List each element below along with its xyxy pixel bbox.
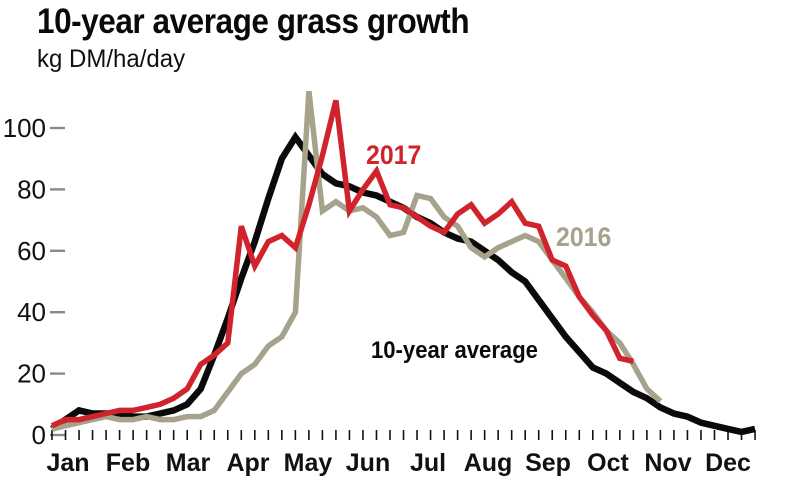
series-label-2016: 2016 xyxy=(556,222,612,252)
chart-title: 10-year average grass growth xyxy=(37,2,470,41)
x-axis-month-label: Jul xyxy=(410,449,446,477)
x-axis-month-label: Oct xyxy=(587,449,629,477)
y-axis-label: 0 xyxy=(32,420,46,450)
x-axis-month-label: Dec xyxy=(705,449,751,477)
chart-unit-label: kg DM/ha/day xyxy=(37,45,186,73)
series-label-2017: 2017 xyxy=(366,140,422,170)
series-line-2017 xyxy=(50,99,634,429)
x-axis-month-label: Aug xyxy=(464,449,513,477)
x-axis-month-label: Sep xyxy=(525,449,571,477)
x-axis-month-label: May xyxy=(284,449,333,477)
x-axis-month-label: Jun xyxy=(346,449,390,477)
series-line-2016 xyxy=(51,90,663,432)
y-axis-label: 20 xyxy=(17,359,46,389)
y-axis-label: 80 xyxy=(17,174,46,204)
x-axis-month-label: Feb xyxy=(106,449,150,477)
y-axis-label: 60 xyxy=(17,236,46,266)
series-label-10-year-average: 10-year average xyxy=(371,337,538,364)
y-axis-label: 100 xyxy=(3,113,46,143)
x-axis-month-label: Nov xyxy=(644,449,691,477)
x-axis-month-label: Apr xyxy=(226,449,269,477)
y-axis-label: 40 xyxy=(17,297,46,327)
x-axis-month-label: Jan xyxy=(46,449,89,477)
x-axis-month-label: Mar xyxy=(166,449,211,477)
